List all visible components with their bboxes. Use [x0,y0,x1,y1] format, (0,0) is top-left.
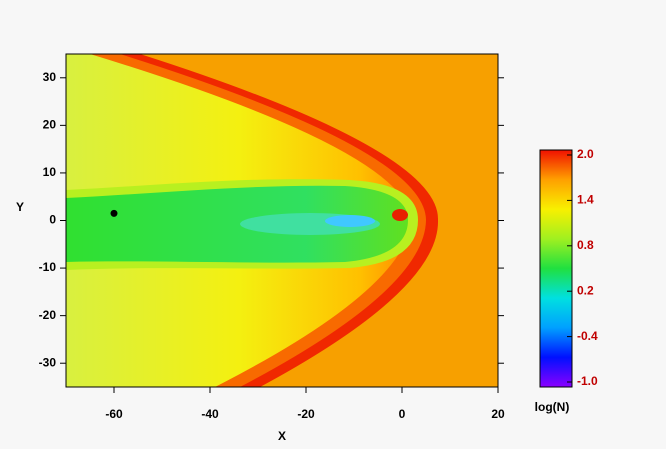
magnetosphere [66,185,408,263]
y-tick-label: -10 [39,260,57,274]
colorbar-tick-label: -0.4 [577,329,598,343]
nose-feature [392,209,408,221]
y-axis-label: Y [16,200,24,214]
y-tick-label: -30 [39,355,57,369]
colorbar-tick-label: -1.0 [577,374,598,388]
colorbar-tick-label: 0.8 [577,238,594,252]
x-axis-label: X [278,429,286,443]
x-tick-label: -60 [105,407,123,421]
colorbar-tick-label: 0.2 [577,283,594,297]
y-tick-label: 20 [43,118,57,132]
y-tick-label: 30 [43,70,57,84]
plasma-core [325,215,375,227]
y-tick-label: -20 [39,308,57,322]
x-tick-label: -40 [201,407,219,421]
point [110,209,118,217]
y-tick-label: 10 [43,165,57,179]
colorbar-tick-label: 2.0 [577,147,594,161]
colorbar-label: log(N) [535,400,570,414]
colorbar-tick-label: 1.4 [577,193,594,207]
y-tick-label: 0 [49,213,56,227]
colorbar [539,149,573,388]
x-tick-label: -20 [297,407,315,421]
field [66,54,498,387]
x-tick-label: 20 [491,407,505,421]
x-tick-label: 0 [399,407,406,421]
